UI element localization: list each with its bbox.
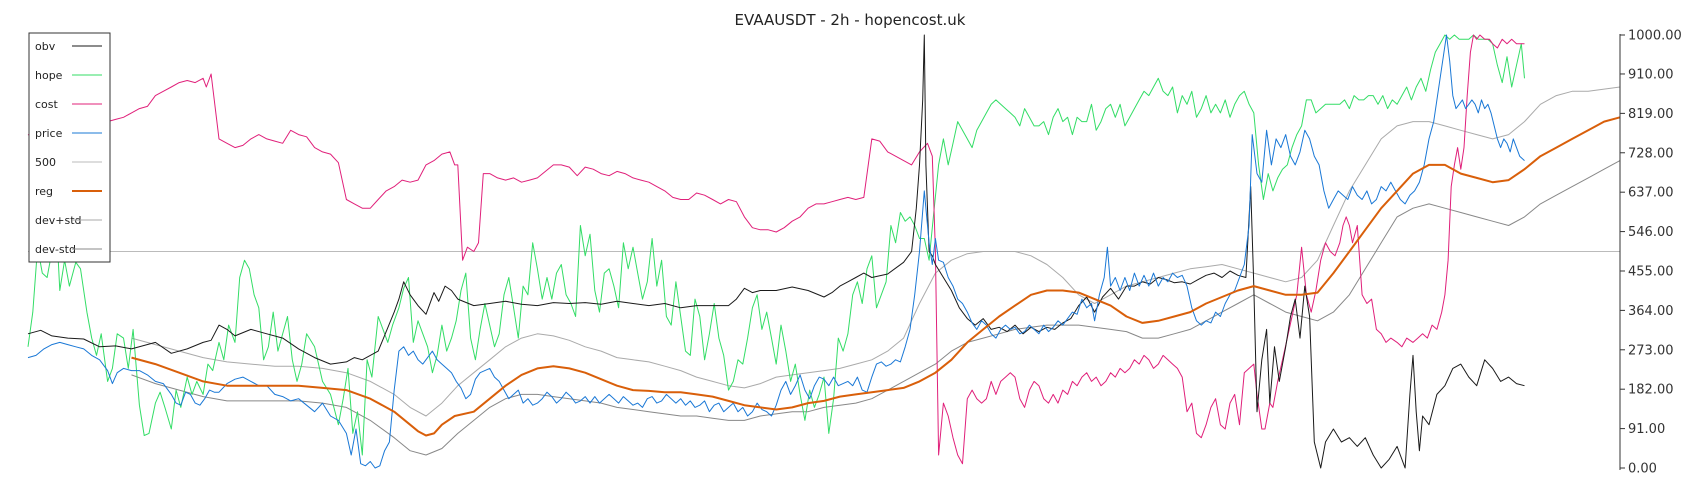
y-tick-label: 819.00 <box>1628 107 1674 122</box>
y-tick-label: 910.00 <box>1628 67 1674 82</box>
legend-label-500: 500 <box>35 156 56 169</box>
series-line-obv <box>27 34 1525 469</box>
y-tick-label: 0.00 <box>1628 462 1657 477</box>
legend-label-dev-std: dev-std <box>35 243 76 256</box>
legend-label-hope: hope <box>35 69 63 82</box>
series-line-dev-std <box>131 160 1621 456</box>
y-tick-label: 273.00 <box>1628 343 1674 358</box>
y-tick-label: 91.00 <box>1628 422 1665 437</box>
plot-lines <box>27 34 1621 469</box>
series-line-reg <box>131 116 1621 437</box>
y-tick-label: 1000.00 <box>1628 29 1682 44</box>
y-tick-label: 364.00 <box>1628 304 1674 319</box>
series-line-dev-std <box>131 86 1621 417</box>
y-tick-label: 182.00 <box>1628 383 1674 398</box>
y-tick-label: 455.00 <box>1628 264 1674 279</box>
legend-label-reg: reg <box>35 185 53 198</box>
legend-box <box>28 32 111 263</box>
legend-label-cost: cost <box>35 98 59 111</box>
series-line-hope <box>27 34 1525 456</box>
legend: obv hope cost price 500 reg dev+std dev-std <box>28 32 111 263</box>
y-axis-ticks: 0.00 91.00 182.00 273.00 364.00 455.00 546.00 6… <box>1620 29 1682 477</box>
y-tick-label: 546.00 <box>1628 225 1674 240</box>
series-line-price <box>27 34 1525 469</box>
legend-label-price: price <box>35 127 63 140</box>
y-tick-label: 637.00 <box>1628 186 1674 201</box>
series-line-cost <box>27 34 1525 465</box>
y-tick-label: 728.00 <box>1628 146 1674 161</box>
legend-label-dev-std: dev+std <box>35 214 82 227</box>
legend-label-obv: obv <box>35 40 56 53</box>
chart-title: EVAAUSDT - 2h - hopencost.uk <box>735 11 966 29</box>
